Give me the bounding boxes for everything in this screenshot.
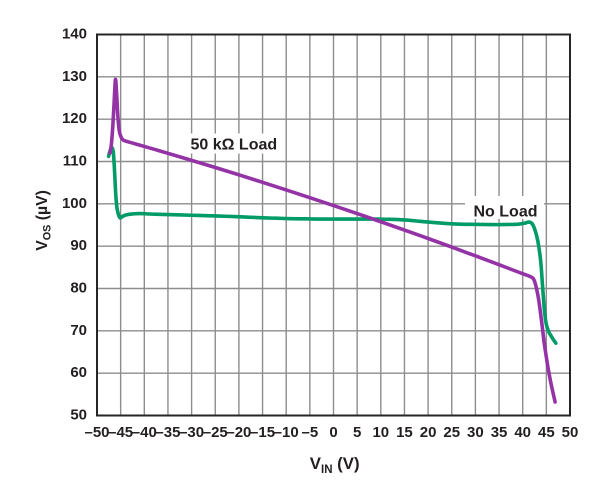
svg-text:VIN (V): VIN (V)	[310, 454, 360, 476]
svg-text:VOS (µV): VOS (µV)	[34, 190, 54, 251]
svg-text:25: 25	[443, 424, 460, 441]
svg-text:No Load: No Load	[474, 204, 538, 221]
svg-text:–35: –35	[155, 424, 180, 441]
svg-text:120: 120	[62, 110, 87, 127]
svg-text:50: 50	[70, 407, 87, 424]
svg-text:40: 40	[514, 424, 531, 441]
svg-text:–5: –5	[302, 424, 319, 441]
svg-text:–15: –15	[250, 424, 275, 441]
svg-text:–30: –30	[179, 424, 204, 441]
svg-text:–20: –20	[226, 424, 251, 441]
svg-text:35: 35	[491, 424, 508, 441]
svg-text:30: 30	[467, 424, 484, 441]
svg-text:20: 20	[420, 424, 437, 441]
svg-text:90: 90	[70, 237, 87, 254]
svg-text:60: 60	[70, 364, 87, 381]
svg-text:–25: –25	[203, 424, 228, 441]
svg-text:130: 130	[62, 68, 87, 85]
svg-text:–10: –10	[274, 424, 299, 441]
svg-text:70: 70	[70, 322, 87, 339]
svg-text:15: 15	[396, 424, 413, 441]
svg-text:45: 45	[538, 424, 555, 441]
svg-text:10: 10	[372, 424, 389, 441]
svg-text:–45: –45	[108, 424, 133, 441]
svg-text:80: 80	[70, 280, 87, 297]
svg-text:140: 140	[62, 26, 87, 43]
svg-text:–40: –40	[132, 424, 157, 441]
svg-text:–50: –50	[84, 424, 109, 441]
svg-text:50 kΩ Load: 50 kΩ Load	[191, 136, 278, 153]
svg-text:50: 50	[562, 424, 579, 441]
svg-text:5: 5	[353, 424, 361, 441]
svg-text:100: 100	[62, 195, 87, 212]
svg-text:0: 0	[329, 424, 337, 441]
svg-text:110: 110	[63, 153, 87, 170]
